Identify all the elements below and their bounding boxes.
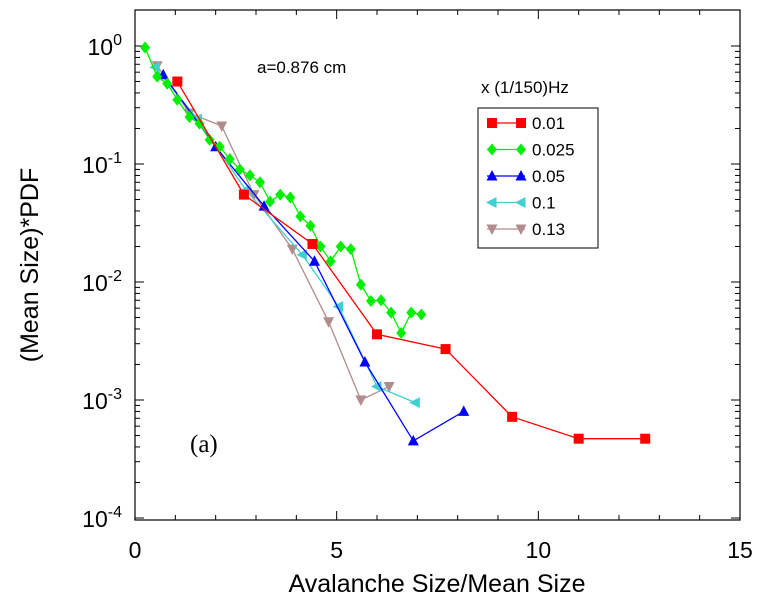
data-point (396, 326, 407, 339)
panel-label: (a) (190, 431, 218, 458)
legend-marker (515, 197, 526, 208)
legend-title: x (1/150)Hz (481, 78, 569, 97)
data-point (184, 111, 195, 124)
series-0.01 (172, 76, 651, 444)
y-tick-label: 10-1 (82, 150, 122, 178)
y-tick-label: 10-2 (82, 268, 122, 296)
y-tick-label: 100 (88, 32, 123, 60)
data-point (640, 433, 651, 444)
legend-label: 0.13 (532, 220, 565, 239)
data-point (194, 117, 205, 130)
series-line (144, 47, 422, 335)
y-axis-label: (Mean Size)*PDF (16, 168, 44, 363)
data-point (286, 244, 298, 256)
series-0.05 (157, 68, 470, 446)
legend-marker (515, 170, 527, 181)
data-point (325, 255, 336, 268)
data-point (172, 76, 183, 87)
data-point (507, 411, 518, 422)
data-point (275, 188, 286, 201)
legend: x (1/150)Hz 0.01 0.025 0.05 0.1 0.13 (477, 78, 599, 249)
data-point (295, 210, 306, 223)
legend-marker (486, 170, 498, 181)
data-point (409, 397, 420, 409)
series-layer (140, 41, 651, 446)
legend-label: 0.025 (532, 141, 575, 160)
legend-items: 0.01 0.025 0.05 0.1 0.13 (486, 114, 575, 239)
data-point (162, 77, 173, 90)
data-point (308, 255, 320, 266)
data-point (216, 121, 228, 132)
data-point (323, 317, 335, 328)
legend-label: 0.1 (532, 194, 556, 213)
data-point (406, 306, 417, 319)
data-point (383, 382, 395, 393)
x-axis-label: Avalanche Size/Mean Size (289, 570, 586, 598)
data-point (152, 70, 163, 83)
data-point (458, 405, 470, 416)
legend-marker (486, 224, 498, 235)
data-point (244, 169, 255, 182)
data-point (255, 176, 266, 189)
legend-marker (487, 143, 497, 156)
x-tick-label: 0 (129, 537, 142, 563)
legend-marker (515, 224, 527, 235)
annotation-a: a=0.876 cm (257, 58, 346, 77)
legend-marker (516, 118, 526, 128)
data-point (335, 240, 346, 253)
data-point (204, 133, 215, 146)
data-point (372, 329, 382, 340)
data-point (416, 308, 427, 321)
legend-label: 0.05 (532, 167, 565, 186)
data-point (285, 191, 296, 204)
data-point (172, 93, 183, 106)
y-tick-label: 10-3 (82, 386, 122, 414)
y-tick-label: 10-4 (82, 504, 122, 532)
data-point (407, 434, 419, 446)
data-point (345, 243, 356, 256)
x-tick-label: 10 (526, 537, 552, 563)
series-0.025 (140, 41, 427, 339)
legend-box (477, 107, 599, 249)
data-point (315, 240, 326, 253)
legend-marker (486, 197, 497, 208)
data-point (359, 355, 371, 367)
data-point (386, 306, 397, 319)
series-line (176, 81, 646, 440)
data-point (365, 295, 376, 308)
data-point (332, 300, 344, 312)
data-point (573, 433, 584, 444)
plot-frame (134, 9, 741, 521)
data-point (440, 344, 451, 355)
legend-label: 0.01 (532, 114, 565, 133)
axis-ticks: 0 5 10 15 100 10-1 10-2 10-3 10-4 (82, 10, 753, 563)
data-point (296, 249, 307, 261)
data-point (248, 190, 260, 201)
x-tick-label: 5 (330, 537, 343, 563)
legend-marker (487, 118, 497, 128)
data-point (224, 153, 235, 166)
data-point (376, 294, 387, 307)
data-point (238, 189, 249, 200)
x-tick-label: 15 (727, 537, 753, 563)
legend-marker (516, 143, 526, 156)
data-point (307, 238, 318, 249)
data-point (140, 41, 151, 54)
data-point (355, 395, 367, 406)
data-point (149, 61, 160, 73)
data-point (265, 195, 276, 208)
data-point (234, 163, 245, 176)
data-point (305, 219, 316, 232)
data-point (355, 278, 366, 291)
